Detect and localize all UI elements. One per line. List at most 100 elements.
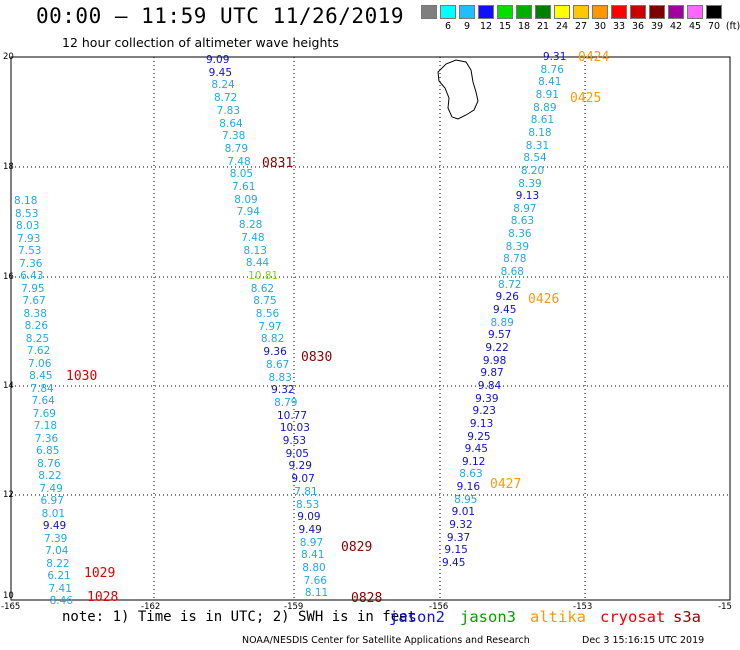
swh-reading: 7.64 [31,395,55,407]
swh-reading: 8.36 [508,228,532,241]
swh-reading: 8.39 [505,240,530,253]
map-title: 00:00 — 11:59 UTC 11/26/2019 [36,4,405,28]
swh-reading: 8.24 [211,79,235,92]
swh-reading: 8.54 [523,152,547,165]
map-frame [10,56,731,601]
pass-time-0829: 0829 [341,540,373,555]
scale-swatch [668,5,684,19]
swh-reading: 8.72 [213,92,238,105]
swh-reading: 7.48 [241,231,265,244]
scale-label: 24 [555,21,569,32]
swh-reading: 8.28 [238,219,263,232]
satellite-jason3: jason3 [460,608,516,626]
swh-reading: 7.18 [33,420,58,432]
hawaii-coastline [437,59,479,120]
swh-reading: 8.18 [14,195,38,207]
scale-label: 12 [479,21,493,32]
scale-label: 70 [707,21,721,32]
swh-reading: 8.05 [229,168,254,181]
swh-reading: 7.41 [48,582,72,595]
lon-tick-label: -162 [141,602,161,612]
swh-reading: 8.79 [274,396,298,409]
lat-tick-label: 14 [3,381,14,391]
swh-reading: 7.95 [21,282,45,295]
swh-reading: 7.06 [28,357,52,370]
lat-tick-label: 12 [3,490,14,500]
swh-reading: 8.46 [49,595,74,607]
swh-reading: 8.75 [253,295,277,308]
swh-reading: 8.63 [510,215,535,228]
swh-reading: 9.87 [480,367,504,380]
swh-reading: 8.38 [23,307,47,320]
swh-reading: 9.45 [493,304,517,316]
swh-reading: 9.31 [543,51,567,63]
swh-reading: 8.39 [518,177,542,190]
swh-reading: 8.79 [224,142,249,155]
swh-reading: 8.68 [500,266,524,279]
swh-reading: 8.26 [24,320,49,332]
swh-reading: 6.21 [47,570,71,582]
swh-reading: 8.78 [503,253,527,266]
swh-reading: 9.22 [485,341,509,354]
swh-reading: 8.62 [250,282,275,295]
scale-label: 15 [498,21,512,32]
swh-reading: 9.37 [446,531,471,544]
swh-reading: 8.03 [16,220,40,232]
scale-swatch [478,5,494,19]
scale-label: 18 [517,21,531,32]
swh-reading: 8.45 [29,370,53,382]
swh-reading: 9.45 [442,557,466,569]
swh-reading: 9.45 [208,66,233,79]
swh-reading: 8.41 [301,549,325,562]
satellite-altika: altika [530,608,586,626]
swh-reading: 8.13 [243,244,267,257]
lat-tick-label: 20 [3,52,14,62]
swh-reading: 8.61 [530,114,555,127]
scale-swatch [516,5,532,19]
scale-swatch [687,5,703,19]
swh-reading: 9.32 [271,384,295,397]
swh-reading: 8.11 [304,587,329,600]
swh-reading: 8.18 [528,126,552,139]
pass-time-0425: 0425 [570,91,602,106]
swh-reading: 8.63 [459,468,483,481]
swh-reading: 9.13 [469,417,494,430]
lat-tick-label: 16 [3,272,14,282]
swh-reading: 9.39 [475,392,499,405]
swh-reading: 7.94 [236,206,260,219]
swh-reading: 10.81 [248,269,279,282]
scale-swatch [440,5,456,19]
scale-label: 27 [574,21,588,32]
swh-reading: 9.32 [449,519,473,532]
swh-reading: 8.53 [295,498,320,511]
swh-reading: 9.36 [263,346,287,359]
swh-reading: 7.36 [34,432,59,445]
scale-label: 39 [650,21,664,32]
satellite-jason2: jason2 [389,608,445,626]
swh-reading: 9.49 [298,523,322,536]
scale-swatch [554,5,570,19]
swh-reading: 9.12 [461,455,486,468]
pass-time-0830: 0830 [301,350,333,365]
scale-label: 9 [463,21,471,32]
swh-reading: 8.76 [540,63,564,76]
swh-reading: 8.09 [234,193,258,206]
scale-unit-label: (ft) [725,21,740,32]
swh-reading: 9.09 [206,54,230,66]
swh-reading: 8.44 [245,257,270,270]
scale-label: 21 [536,21,550,32]
swh-reading: 8.22 [38,470,62,482]
swh-reading: 9.16 [456,481,481,494]
swh-reading: 8.97 [299,536,324,549]
swh-reading: 8.67 [265,358,290,371]
scale-swatch [535,5,551,19]
swh-reading: 7.36 [19,257,43,270]
pass-time-1030: 1030 [66,369,98,384]
scale-swatch [706,5,722,19]
swh-reading: 7.81 [294,485,318,498]
scale-label: 42 [669,21,683,32]
swh-reading: 8.01 [41,507,66,520]
scale-swatch [630,5,646,19]
swh-reading: 7.53 [18,245,42,257]
swh-reading: 9.01 [451,506,476,519]
